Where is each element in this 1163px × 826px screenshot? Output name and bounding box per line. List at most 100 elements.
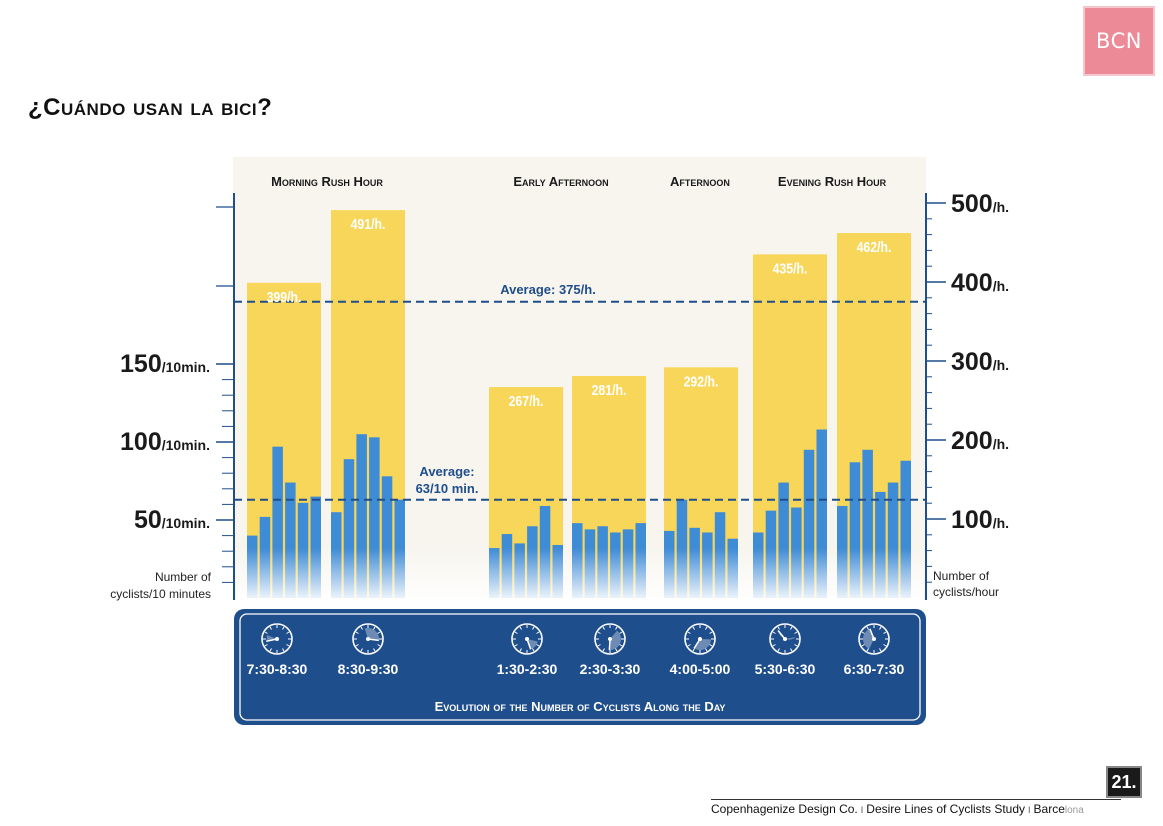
time-range-label: 2:30-3:30 <box>580 661 641 677</box>
ten-minute-bar <box>875 491 886 598</box>
clock-sector <box>778 630 796 640</box>
clock-icon <box>594 623 626 655</box>
clock-tick <box>532 648 535 652</box>
ten-minute-bar <box>778 482 789 598</box>
clock-sector <box>609 630 621 650</box>
time-panel-border <box>239 613 921 721</box>
time-range-label: 4:00-5:00 <box>670 661 731 677</box>
clock-center <box>525 637 529 641</box>
hourly-data-label: 399/h. <box>267 289 302 305</box>
clock-tick <box>282 648 285 652</box>
hourly-data-label: 435/h. <box>773 260 808 276</box>
hourly-average-label: Average: 375/h. <box>500 282 596 297</box>
hourly-bar <box>837 233 911 598</box>
clock-tick <box>883 631 887 634</box>
page-number: 21. <box>1106 766 1142 798</box>
ten-minute-bar <box>887 482 899 598</box>
right-axis-title: Number of <box>933 569 990 583</box>
clock-tick <box>794 644 798 647</box>
clock-tick <box>373 648 376 652</box>
clock-tick <box>709 644 713 647</box>
time-range-label: 1:30-2:30 <box>497 661 558 677</box>
axes-layer: 50/10min. 100/10min. 150/10min. 100/h. 200/h… <box>110 190 1009 601</box>
hourly-data-label: 491/h. <box>351 216 386 232</box>
left-axis-title: cyclists/10 minutes <box>110 587 211 601</box>
ten-minute-bar <box>310 496 321 598</box>
clock-tick <box>519 626 522 630</box>
clock-tick <box>772 644 776 647</box>
left-tick-label: 100/10min. <box>120 428 210 456</box>
right-tick-label: 100/h. <box>951 506 1009 534</box>
clock-tick <box>705 648 708 652</box>
clock-tick <box>861 631 865 634</box>
clock-tick <box>269 648 272 652</box>
hourly-data-label: 281/h. <box>592 382 627 398</box>
clock-tick <box>790 626 793 630</box>
period-label: Early Afternoon <box>513 174 608 189</box>
clock-tick <box>355 644 359 647</box>
left-axis-title: Number of <box>155 570 212 584</box>
time-range-label: 6:30-7:30 <box>844 661 905 677</box>
clock-tick <box>282 626 285 630</box>
ten-minute-bar <box>272 446 283 598</box>
clock-tick <box>879 648 882 652</box>
clock-icon <box>261 623 293 655</box>
time-range-label: 8:30-9:30 <box>338 661 399 677</box>
logo-text: BCN <box>1096 29 1142 53</box>
clock-tick <box>360 626 363 630</box>
clock-tick <box>687 644 691 647</box>
clock-tick <box>709 631 713 634</box>
clock-icon <box>858 623 890 655</box>
ten-minute-average-label: 63/10 min. <box>416 481 479 496</box>
clock-tick <box>286 631 290 634</box>
clock-center <box>275 637 279 641</box>
clock-icon <box>511 623 543 655</box>
clock-center <box>698 637 702 641</box>
clock-icon <box>684 623 716 655</box>
time-panel-box <box>234 609 926 725</box>
clock-tick <box>602 648 605 652</box>
clock-tick <box>514 644 518 647</box>
clock-tick <box>866 626 869 630</box>
right-axis-title: cyclists/hour <box>933 585 999 599</box>
right-tick-label: 500/h. <box>951 190 1009 218</box>
right-tick-label: 300/h. <box>951 348 1009 376</box>
clock-tick <box>687 631 691 634</box>
clock-tick <box>360 648 363 652</box>
footer: Copenhagenize Design Co. I Desire Lines of… <box>711 802 1084 816</box>
clock-center <box>608 637 612 641</box>
clock-tick <box>705 626 708 630</box>
hourly-bar <box>331 210 405 599</box>
clock-tick <box>373 626 376 630</box>
hourly-bar <box>247 282 321 598</box>
clock-icon <box>769 623 801 655</box>
clock-tick <box>777 648 780 652</box>
clock-tick <box>772 631 776 634</box>
ten-minute-bar <box>356 434 367 598</box>
clock-tick <box>619 644 623 647</box>
clock-tick <box>615 626 618 630</box>
period-label: Morning Rush Hour <box>271 174 383 189</box>
clock-tick <box>536 644 540 647</box>
clock-tick <box>377 631 381 634</box>
clock-center <box>783 637 787 641</box>
ten-minute-bar <box>816 429 827 598</box>
page-title: ¿Cuándo usan la bici? <box>28 94 273 121</box>
cyclists-chart: 50/10min. 100/10min. 150/10min. 100/h. 200/h… <box>110 157 1009 725</box>
clock-tick <box>519 648 522 652</box>
period-label: Evening Rush Hour <box>778 174 887 189</box>
footer-company: Copenhagenize Design Co. <box>711 802 858 816</box>
clock-tick <box>532 626 535 630</box>
ten-minute-average-label: Average: <box>419 464 474 479</box>
clock-sector <box>527 639 538 650</box>
clock-tick <box>597 631 601 634</box>
time-range-label: 7:30-8:30 <box>247 661 308 677</box>
left-tick-label: 150/10min. <box>120 350 210 378</box>
ten-minute-bar <box>862 449 873 598</box>
hourly-data-label: 462/h. <box>857 239 892 255</box>
time-panel: 7:30-8:30 8:30-9:30 1:30-2:30 2:30-3:30 4:00… <box>234 609 926 725</box>
clock-tick <box>536 631 540 634</box>
footer-rule <box>711 799 1121 800</box>
hourly-data-label: 292/h. <box>684 373 719 389</box>
clock-tick <box>602 626 605 630</box>
